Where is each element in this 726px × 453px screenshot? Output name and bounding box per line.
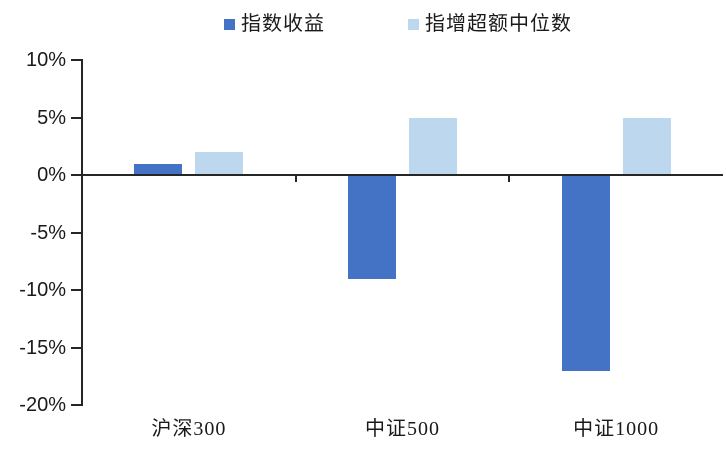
x-axis-tick: [294, 175, 297, 182]
legend-swatch-index-return: [224, 18, 235, 30]
x-axis-category-label: 中证500: [365, 418, 440, 440]
y-axis-line: [81, 59, 83, 406]
bar-series-1-category-1: [409, 117, 457, 175]
legend: 指数收益 指增超额中位数: [224, 10, 572, 38]
legend-item-excess-median: 指增超额中位数: [408, 10, 572, 38]
y-axis-tick: [71, 231, 82, 234]
y-axis-tick-label: -20%: [19, 394, 66, 416]
y-axis-tick: [71, 116, 82, 119]
y-axis-tick-label: 10%: [25, 49, 66, 71]
y-axis-tick: [71, 59, 82, 61]
y-axis-tick: [71, 404, 82, 406]
x-axis-category-label: 沪深300: [151, 418, 227, 440]
x-axis-category-label: 中证1000: [573, 418, 660, 440]
bar-series-1-category-2: [622, 117, 671, 175]
legend-label-index-return: 指数收益: [241, 13, 325, 35]
y-axis-tick-label: -15%: [19, 336, 66, 359]
bar-series-0-category-2: [561, 175, 610, 371]
y-axis-tick-label: 0%: [37, 164, 66, 186]
y-axis-tick-label: -5%: [30, 221, 66, 244]
legend-label-excess-median: 指增超额中位数: [425, 13, 572, 35]
legend-item-index-return: 指数收益: [224, 10, 325, 38]
x-axis-zero-line: [71, 174, 723, 176]
y-axis-tick-label: 5%: [37, 106, 66, 129]
bar-series-0-category-1: [348, 175, 396, 279]
y-axis-tick: [71, 346, 82, 349]
x-axis-tick: [508, 175, 511, 182]
legend-swatch-excess-median: [408, 18, 419, 30]
bar-series-1-category-0: [195, 152, 244, 175]
bar-series-0-category-0: [134, 163, 183, 175]
y-axis-tick: [71, 289, 82, 291]
y-axis-tick-label: -10%: [19, 279, 66, 301]
